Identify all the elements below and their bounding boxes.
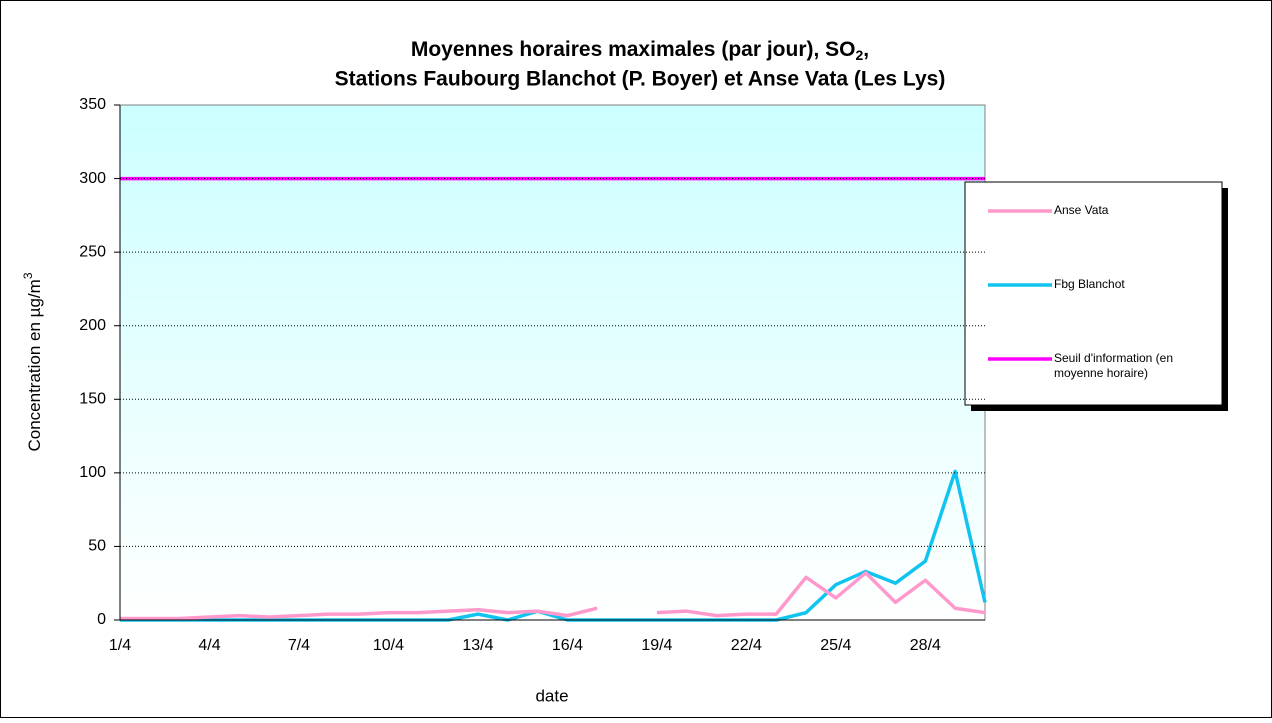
chart-title: Stations Faubourg Blanchot (P. Boyer) et… [335,68,946,91]
title-subscript: 2 [856,47,864,63]
y-tick-label: 100 [79,464,106,481]
y-label-superscript: 3 [21,272,35,279]
y-tick-label: 200 [79,317,106,334]
legend-label: Fbg Blanchot [1054,277,1125,291]
legend-entry: Fbg Blanchot [1054,277,1125,291]
legend-entry: Anse Vata [1054,203,1109,217]
y-tick-label: 150 [79,391,106,408]
y-tick-label: 0 [97,611,106,628]
y-tick-label: 300 [79,170,106,187]
title-text: Moyennes horaires maximales (par jour), … [411,38,856,61]
y-tick-label: 250 [79,243,106,260]
x-axis-label: date [535,686,568,705]
legend [964,181,1223,406]
y-tick-label: 350 [79,96,106,113]
y-tick-label: 50 [88,538,106,555]
x-tick-label: 7/4 [288,637,310,654]
x-tick-label: 22/4 [731,637,762,654]
x-tick-label: 19/4 [641,637,672,654]
x-tick-label: 25/4 [820,637,851,654]
x-tick-label: 13/4 [462,637,493,654]
legend-label: Seuil d'information (en moyenne horaire) [1054,351,1174,380]
legend-entry: Seuil d'information (en moyenne horaire) [1054,351,1174,380]
x-tick-label: 10/4 [373,637,404,654]
chart-title: Moyennes horaires maximales (par jour), … [411,38,869,63]
plot-area [119,104,986,621]
y-axis-label: Concentration en µg/m3 [21,272,44,451]
y-label-text: Concentration en µg/m [25,279,44,451]
legend-label: Anse Vata [1054,203,1109,217]
series-line [120,571,986,621]
x-tick-label: 4/4 [198,637,220,654]
x-tick-label: 1/4 [109,637,131,654]
title-text: , [863,38,869,61]
x-tick-label: 16/4 [552,637,583,654]
x-tick-label: 28/4 [910,637,941,654]
